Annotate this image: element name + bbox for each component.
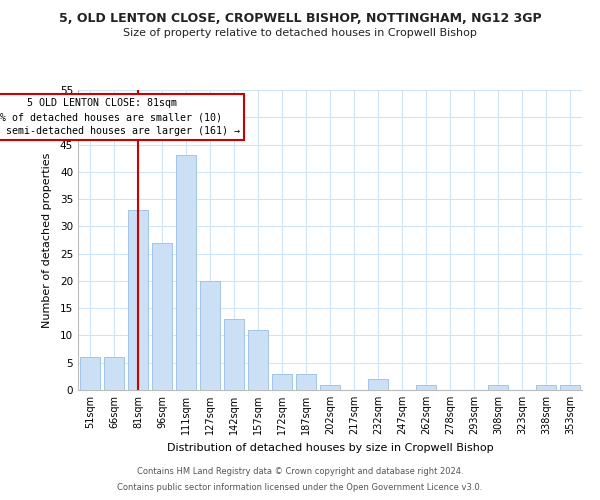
Bar bbox=[416, 384, 436, 390]
Text: 5, OLD LENTON CLOSE, CROPWELL BISHOP, NOTTINGHAM, NG12 3GP: 5, OLD LENTON CLOSE, CROPWELL BISHOP, NO… bbox=[59, 12, 541, 26]
Text: Contains public sector information licensed under the Open Government Licence v3: Contains public sector information licen… bbox=[118, 484, 482, 492]
Bar bbox=[176, 156, 196, 390]
X-axis label: Distribution of detached houses by size in Cropwell Bishop: Distribution of detached houses by size … bbox=[167, 442, 493, 452]
Text: 5 OLD LENTON CLOSE: 81sqm
← 6% of detached houses are smaller (10)
94% of semi-d: 5 OLD LENTON CLOSE: 81sqm ← 6% of detach… bbox=[0, 98, 240, 136]
Text: Size of property relative to detached houses in Cropwell Bishop: Size of property relative to detached ho… bbox=[123, 28, 477, 38]
Bar bbox=[80, 358, 100, 390]
Bar bbox=[152, 242, 172, 390]
Bar bbox=[560, 384, 580, 390]
Bar bbox=[224, 319, 244, 390]
Bar bbox=[296, 374, 316, 390]
Text: Contains HM Land Registry data © Crown copyright and database right 2024.: Contains HM Land Registry data © Crown c… bbox=[137, 467, 463, 476]
Bar bbox=[536, 384, 556, 390]
Bar bbox=[368, 379, 388, 390]
Bar bbox=[320, 384, 340, 390]
Bar bbox=[272, 374, 292, 390]
Bar bbox=[104, 358, 124, 390]
Bar bbox=[488, 384, 508, 390]
Bar bbox=[248, 330, 268, 390]
Bar bbox=[128, 210, 148, 390]
Y-axis label: Number of detached properties: Number of detached properties bbox=[41, 152, 52, 328]
Bar bbox=[200, 281, 220, 390]
